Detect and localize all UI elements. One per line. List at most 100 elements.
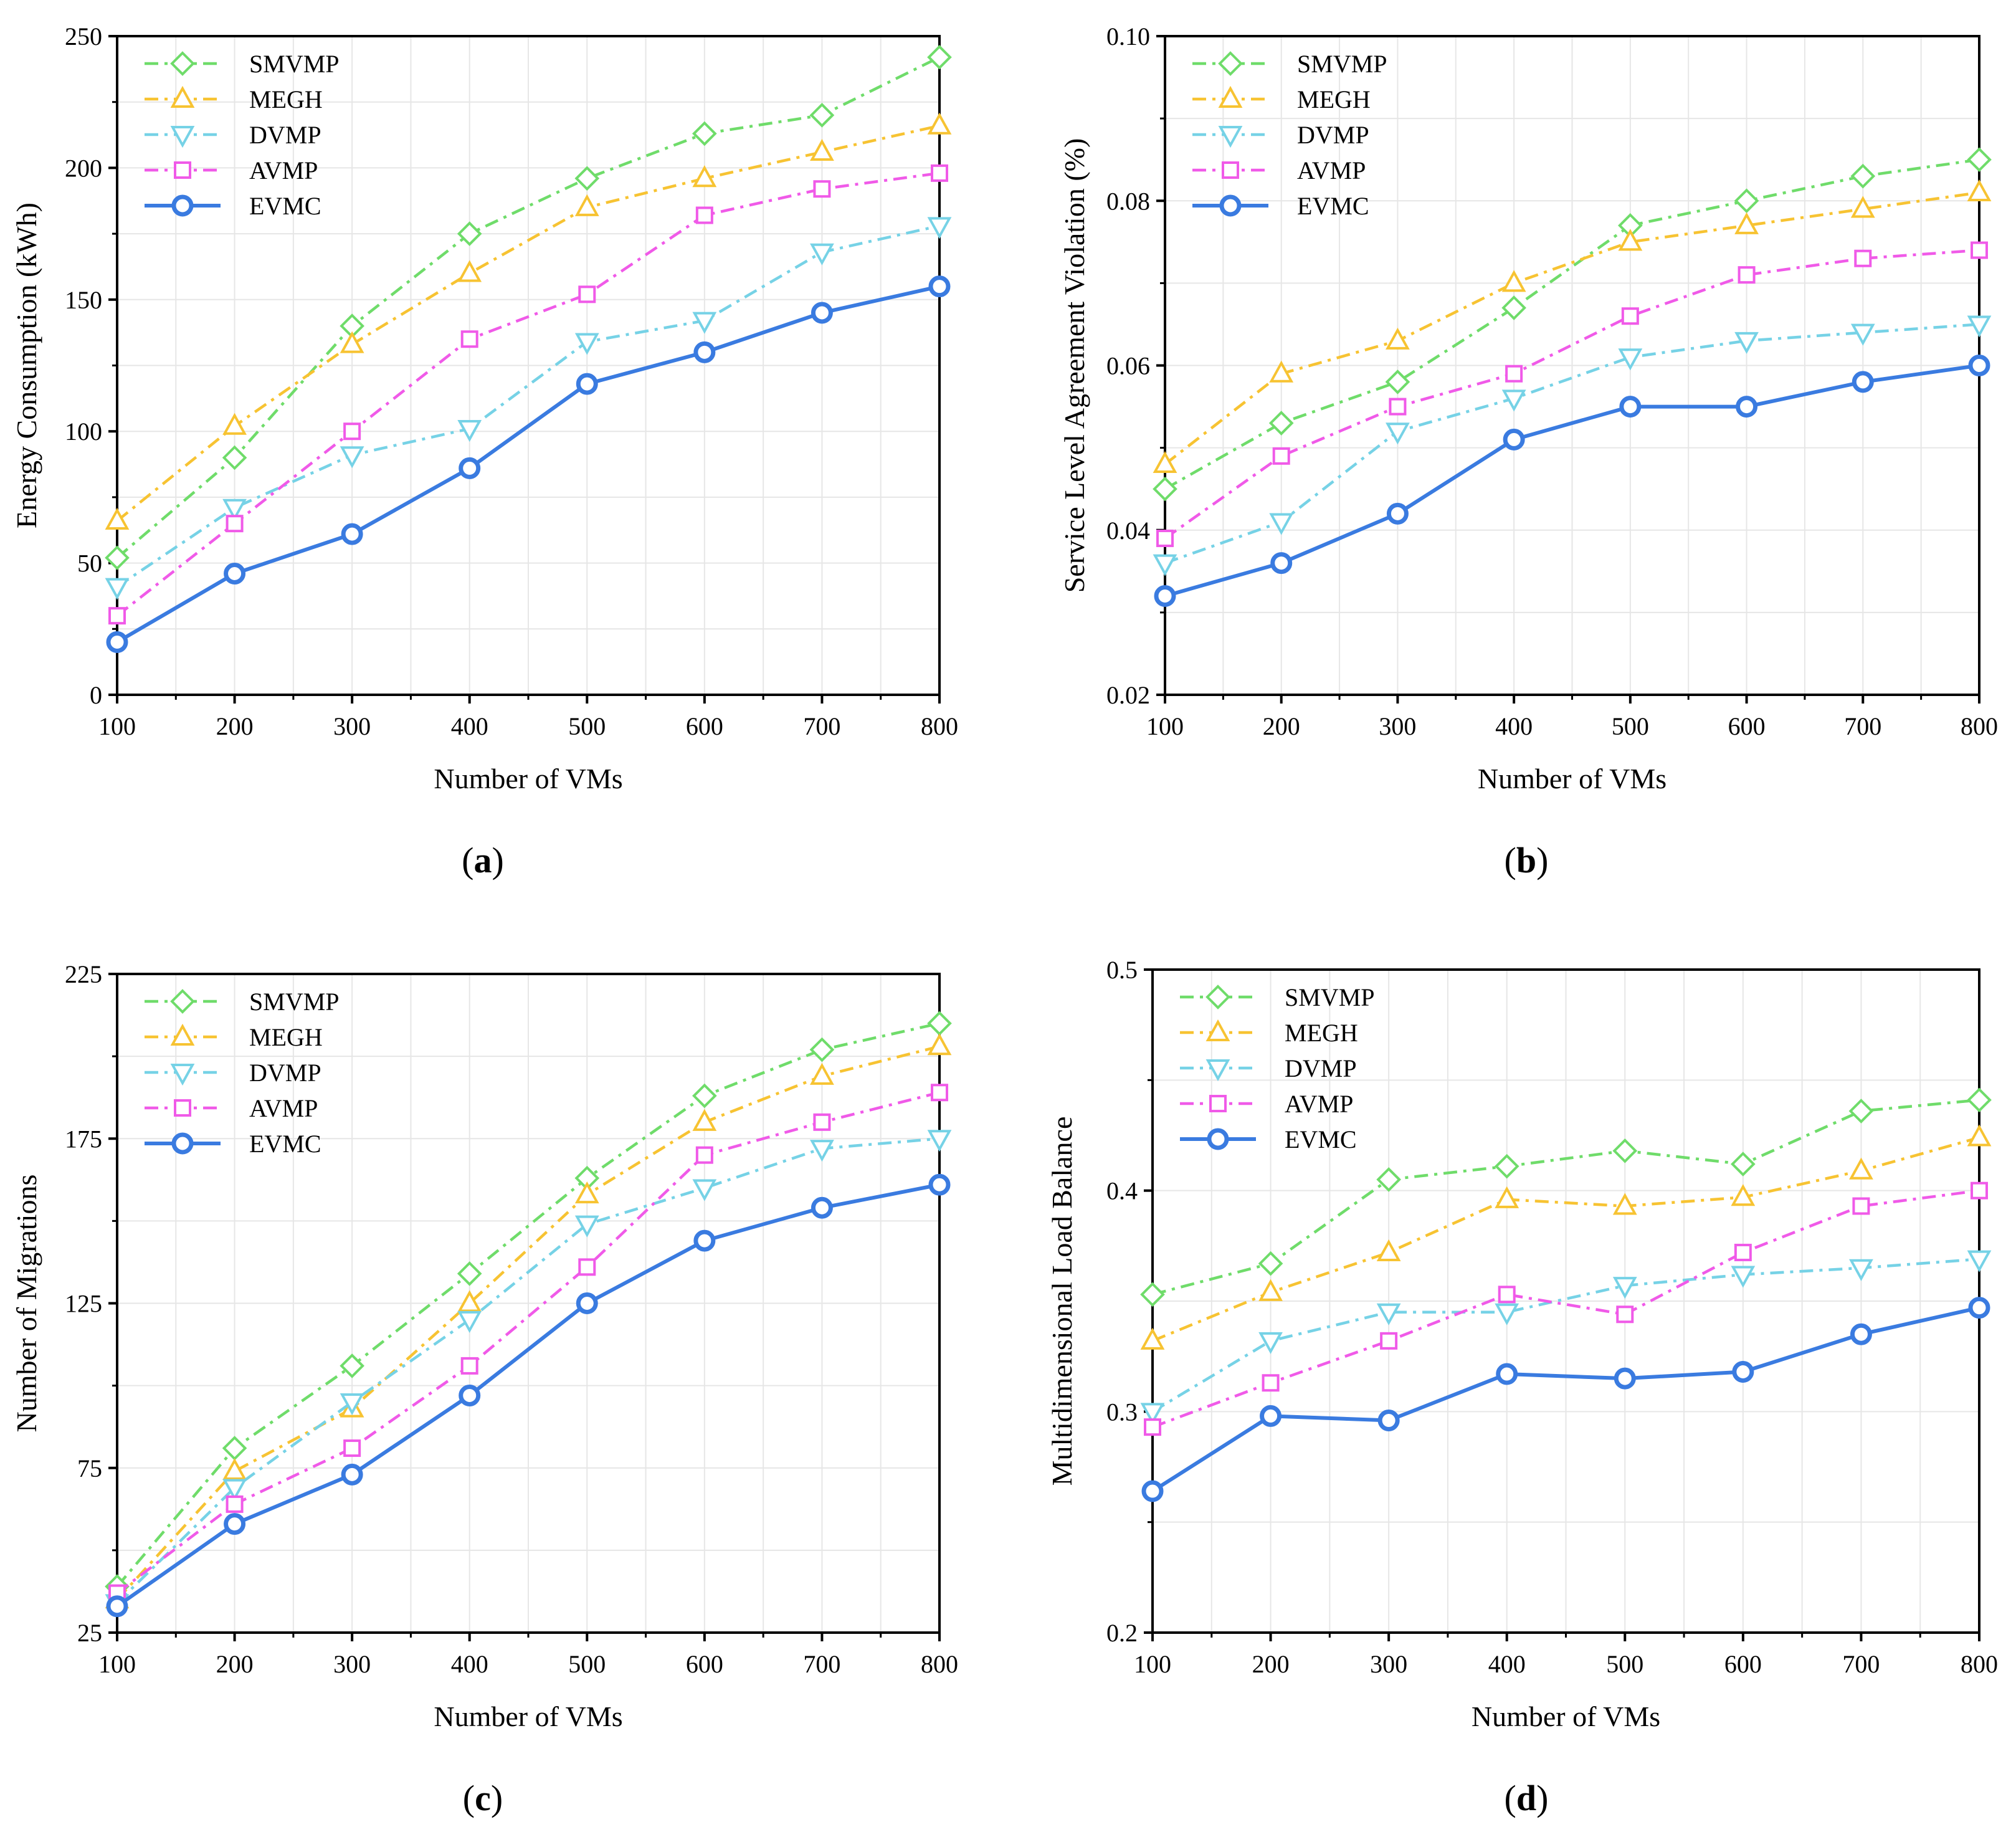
- y-tick-label: 0.02: [1106, 681, 1150, 709]
- legend-item-megh[interactable]: MEGH: [145, 1023, 323, 1051]
- data-point: [226, 515, 244, 533]
- x-tick-label: 300: [1379, 712, 1416, 740]
- legend: SMVMP MEGH DVMP AVMP EVMC: [1180, 983, 1375, 1153]
- data-point: [1377, 1410, 1400, 1432]
- data-point: [457, 1261, 482, 1286]
- data-point: [1967, 315, 1992, 338]
- legend-item-avmp[interactable]: AVMP: [145, 156, 318, 184]
- data-point: [1850, 196, 1875, 218]
- series-line: [116, 171, 940, 617]
- legend-label: AVMP: [1285, 1090, 1353, 1118]
- legend-marker: [174, 161, 191, 179]
- x-tick-label: 300: [1370, 1650, 1407, 1678]
- data-point: [1380, 1332, 1398, 1350]
- legend-marker: [174, 1099, 191, 1117]
- data-point: [810, 138, 834, 161]
- legend-item-avmp[interactable]: AVMP: [1192, 156, 1366, 184]
- legend-item-smvmp[interactable]: SMVMP: [145, 50, 340, 78]
- data-point: [1971, 1181, 1988, 1200]
- data-point: [343, 422, 361, 441]
- legend-item-avmp[interactable]: AVMP: [145, 1094, 318, 1122]
- x-tick-label: 600: [1728, 712, 1766, 740]
- series-megh: [1153, 179, 1992, 474]
- data-point: [1505, 365, 1523, 383]
- data-point: [341, 523, 363, 545]
- data-point: [693, 341, 716, 363]
- series-megh: [105, 112, 952, 530]
- series-line: [1164, 191, 1980, 465]
- y-axis-title: Energy Consumption (kWh): [11, 203, 42, 528]
- legend-item-smvmp[interactable]: SMVMP: [1180, 983, 1375, 1011]
- legend-label: SMVMP: [1285, 983, 1375, 1011]
- gridlines: [1165, 36, 1979, 695]
- data-point: [1967, 179, 1992, 202]
- x-tick-label: 200: [1263, 712, 1300, 740]
- x-tick-label: 500: [1606, 1650, 1643, 1678]
- data-point: [1734, 1243, 1752, 1261]
- panel-caption-open-paren: (: [1505, 1778, 1516, 1818]
- data-point: [809, 103, 835, 128]
- data-point: [927, 1033, 952, 1056]
- y-tick-label: 125: [65, 1290, 102, 1318]
- x-tick-label: 400: [451, 712, 488, 740]
- legend-marker: [170, 1023, 195, 1046]
- legend-item-megh[interactable]: MEGH: [145, 85, 323, 113]
- data-point: [1272, 447, 1290, 465]
- legend-marker: [1205, 1019, 1230, 1041]
- data-point: [813, 1113, 831, 1131]
- data-point: [1736, 396, 1758, 418]
- series-line: [1164, 323, 1980, 565]
- series-line: [1151, 1305, 1980, 1493]
- data-point: [1612, 1277, 1637, 1299]
- legend-item-evmc[interactable]: EVMC: [145, 1130, 321, 1158]
- legend-item-evmc[interactable]: EVMC: [1192, 192, 1369, 220]
- y-tick-label: 0.06: [1106, 352, 1150, 380]
- data-point: [1503, 428, 1525, 451]
- panel-caption: (d): [1505, 1778, 1549, 1818]
- x-tick-label: 200: [1252, 1650, 1290, 1678]
- data-point: [693, 1229, 716, 1252]
- legend-item-dvmp[interactable]: DVMP: [1180, 1054, 1357, 1082]
- data-point: [928, 275, 951, 298]
- series-avmp: [1156, 241, 1988, 547]
- data-point: [695, 206, 713, 224]
- legend-item-evmc[interactable]: EVMC: [145, 192, 321, 220]
- data-point: [810, 243, 834, 265]
- data-point: [1260, 1405, 1282, 1427]
- data-point: [811, 1196, 833, 1219]
- legend-label: SMVMP: [249, 50, 340, 78]
- series-line: [116, 1045, 940, 1601]
- legend-item-avmp[interactable]: AVMP: [1180, 1090, 1353, 1118]
- data-point: [1144, 1418, 1161, 1436]
- chart-panel-c: 25 75 125 175 225 100 200 300 400 500 600 700 800 Num…: [11, 960, 958, 1818]
- legend-item-megh[interactable]: MEGH: [1180, 1019, 1358, 1047]
- data-point: [1852, 371, 1874, 393]
- data-point: [1153, 476, 1177, 502]
- data-point: [576, 1292, 598, 1314]
- legend-item-megh[interactable]: MEGH: [1192, 85, 1371, 113]
- x-tick-label: 100: [1134, 1650, 1171, 1678]
- legend-item-smvmp[interactable]: SMVMP: [1192, 50, 1387, 78]
- series-line: [1151, 1257, 1980, 1413]
- y-tick-label: 175: [65, 1125, 102, 1153]
- legend-item-evmc[interactable]: EVMC: [1180, 1125, 1357, 1153]
- legend-item-smvmp[interactable]: SMVMP: [145, 988, 340, 1016]
- legend-item-dvmp[interactable]: DVMP: [145, 1059, 321, 1087]
- data-point: [1154, 584, 1176, 607]
- data-point: [224, 1513, 246, 1535]
- legend-item-dvmp[interactable]: DVMP: [1192, 121, 1369, 149]
- x-tick-label: 700: [1844, 712, 1881, 740]
- panel-caption-letter: a: [474, 840, 492, 880]
- data-point: [1389, 398, 1407, 416]
- data-point: [1386, 422, 1410, 445]
- data-point: [692, 1109, 717, 1131]
- x-tick-label: 600: [686, 712, 723, 740]
- legend-marker: [170, 126, 195, 148]
- data-point: [1967, 1124, 1992, 1147]
- legend-item-dvmp[interactable]: DVMP: [145, 121, 321, 149]
- x-tick-label: 800: [1961, 712, 1998, 740]
- data-point: [1971, 241, 1988, 259]
- data-point: [1376, 1167, 1401, 1192]
